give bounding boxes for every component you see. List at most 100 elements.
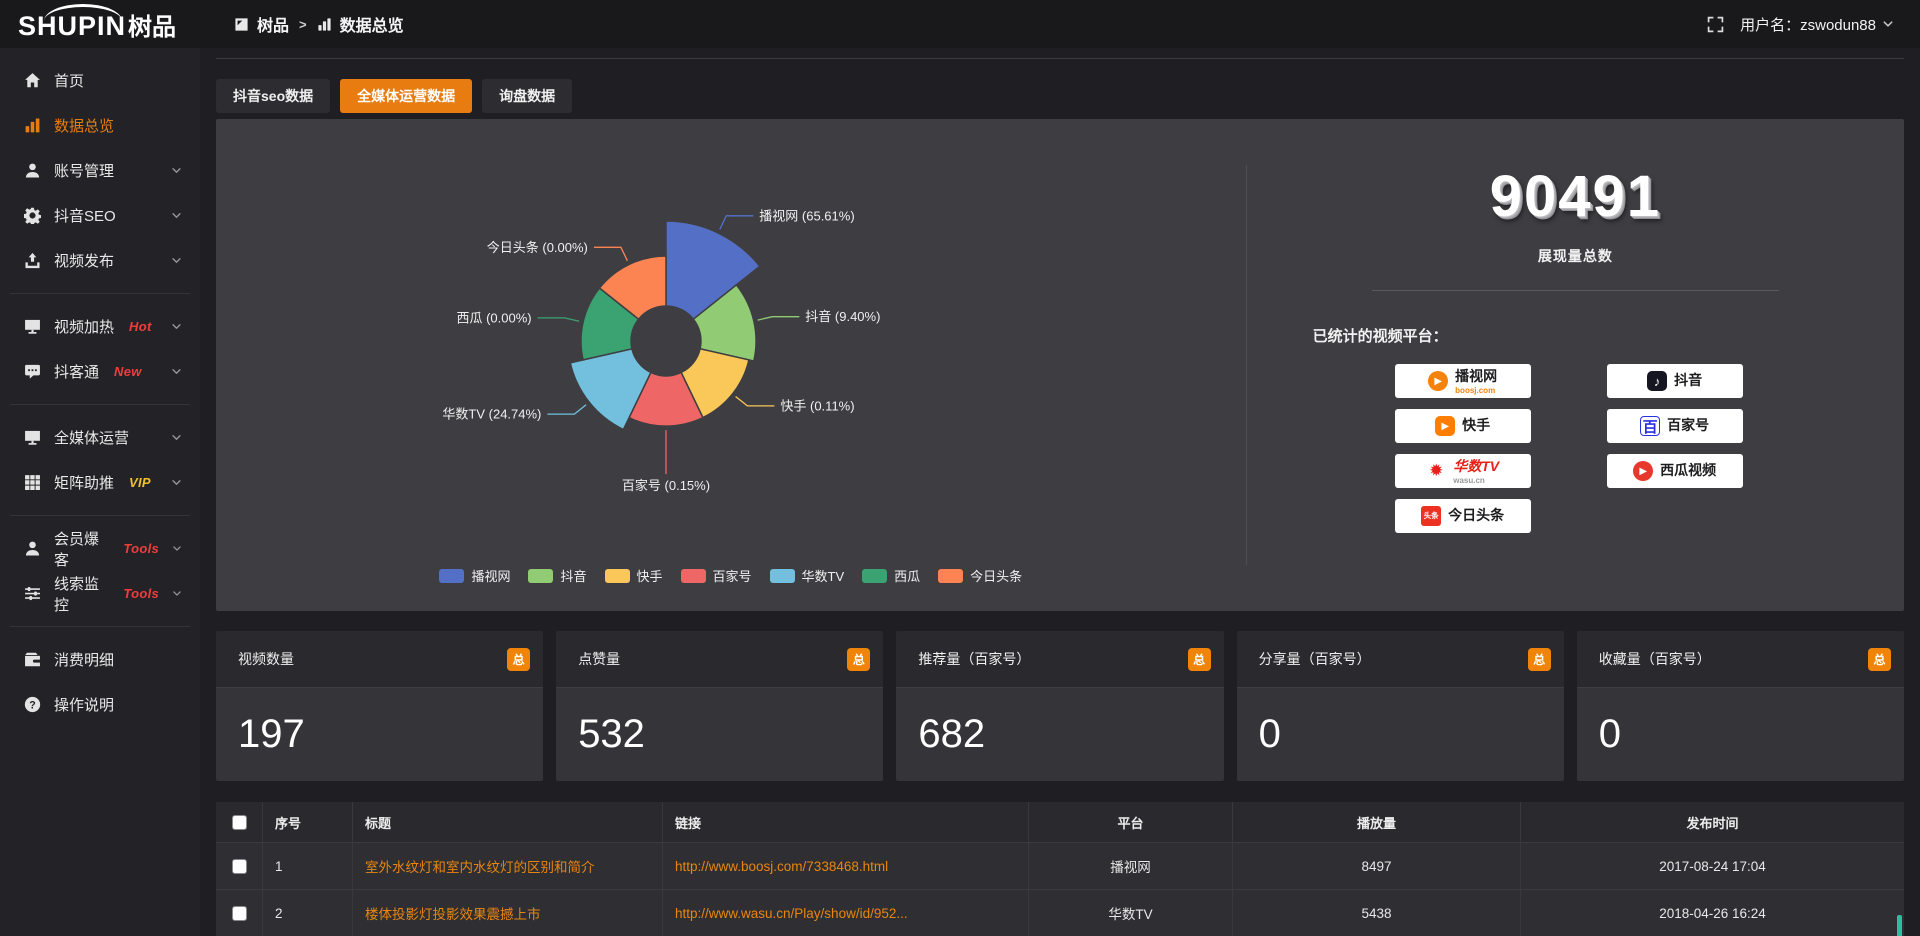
cell-url-link[interactable]: http://www.wasu.cn/Play/show/id/952... bbox=[662, 890, 1028, 936]
sidebar-item-home[interactable]: 首页 bbox=[0, 58, 200, 103]
platform-badge-百家号[interactable]: 百百家号 bbox=[1606, 409, 1743, 443]
scrollbar-thumb[interactable] bbox=[1897, 915, 1902, 936]
pie-label-1: 抖音 (9.40%) bbox=[805, 309, 880, 324]
platform-badge-播视网[interactable]: ▶ 播视网 boosj.com bbox=[1394, 364, 1531, 398]
platform-badge-西瓜视频[interactable]: ▶ 西瓜视频 bbox=[1606, 454, 1743, 488]
cell-plays: 8497 bbox=[1232, 843, 1520, 889]
pie-slice-4[interactable] bbox=[569, 347, 652, 431]
total-badge[interactable]: 总 bbox=[1868, 647, 1891, 671]
select-all-checkbox[interactable] bbox=[231, 814, 247, 830]
col-header-link: 链接 bbox=[662, 802, 1028, 842]
row-checkbox[interactable] bbox=[231, 858, 247, 874]
stat-card-value: 682 bbox=[896, 688, 1224, 781]
sidebar-item-consume-detail[interactable]: 消费明细 bbox=[0, 637, 200, 682]
app-logo[interactable]: SHUPIN 树品 bbox=[0, 3, 200, 42]
pie-slice-1[interactable] bbox=[692, 283, 757, 362]
legend-label: 百家号 bbox=[712, 569, 752, 584]
cell-plays: 5438 bbox=[1232, 890, 1520, 936]
legend-item-2[interactable]: 抖音 bbox=[528, 566, 587, 585]
select-all-cell bbox=[216, 802, 262, 842]
sidebar-item-label: 矩阵助推 bbox=[54, 475, 115, 492]
pie-label-line-1 bbox=[757, 316, 800, 321]
platform-badge-快手[interactable]: ▶ 快手 bbox=[1394, 409, 1531, 443]
sidebar-item-matrix-boost[interactable]: 矩阵助推 VIP bbox=[0, 460, 200, 505]
col-header-no: 序号 bbox=[262, 802, 352, 842]
fullscreen-icon[interactable] bbox=[1707, 16, 1724, 33]
rose-pie-chart[interactable]: 播视网 (65.61%) 抖音 (9.40%) 快手 (0.11%) 百家号 (0.1… bbox=[326, 133, 1006, 557]
sidebar-item-member-burst[interactable]: 会员爆客 Tools bbox=[0, 526, 200, 571]
tab-2[interactable]: 全媒体运营数据 bbox=[340, 79, 473, 113]
stat-card-label: 视频数量 bbox=[238, 651, 294, 667]
legend-item-6[interactable]: 西瓜 bbox=[862, 566, 920, 585]
stat-card-label: 分享量（百家号） bbox=[1258, 651, 1371, 667]
tab-1[interactable]: 抖音seo数据 bbox=[216, 79, 331, 113]
platform-name: 快手 bbox=[1462, 417, 1491, 433]
legend-item-7[interactable]: 今日头条 bbox=[938, 566, 1022, 585]
toutiao-logo: 头条 bbox=[1421, 506, 1442, 526]
sidebar-item-label: 线索监控 bbox=[54, 575, 100, 614]
total-badge[interactable]: 总 bbox=[507, 647, 531, 671]
sidebar-item-media-ops[interactable]: 全媒体运营 bbox=[0, 415, 200, 460]
row-checkbox[interactable] bbox=[231, 905, 247, 921]
sidebar-item-video-publish[interactable]: 视频发布 bbox=[0, 238, 200, 283]
gear-icon bbox=[24, 207, 41, 224]
cell-platform: 华数TV bbox=[1028, 890, 1232, 936]
xigua-logo: ▶ bbox=[1633, 461, 1654, 481]
impressions-total-value: 90491 bbox=[1489, 164, 1661, 229]
pie-label-4: 华数TV (24.74%) bbox=[442, 407, 541, 422]
tab-3[interactable]: 询盘数据 bbox=[482, 79, 573, 113]
total-badge[interactable]: 总 bbox=[847, 647, 871, 671]
cell-title-link[interactable]: 室外水纹灯和室内水纹灯的区别和简介 bbox=[352, 843, 662, 889]
total-badge[interactable]: 总 bbox=[1527, 647, 1551, 671]
pie-slice-6[interactable] bbox=[598, 255, 667, 321]
legend-swatch bbox=[680, 568, 706, 583]
sidebar-item-account-manage[interactable]: 账号管理 bbox=[0, 148, 200, 193]
pie-label-2: 快手 (0.11%) bbox=[780, 398, 854, 413]
sidebar-item-douyin-seo[interactable]: 抖音SEO bbox=[0, 193, 200, 238]
sidebar-divider bbox=[10, 626, 190, 627]
sidebar-item-video-heat[interactable]: 视频加热 Hot bbox=[0, 304, 200, 349]
help-icon: ? bbox=[24, 696, 41, 713]
stat-card-label: 点赞量 bbox=[578, 651, 621, 667]
header-divider bbox=[216, 58, 1904, 59]
sidebar-item-douketong[interactable]: 抖客通 New bbox=[0, 349, 200, 394]
overview-panel: 播视网 (65.61%) 抖音 (9.40%) 快手 (0.11%) 百家号 (0.1… bbox=[216, 119, 1904, 611]
display-icon bbox=[24, 318, 41, 335]
user-menu[interactable]: 用户名：zswodun88 bbox=[1740, 14, 1894, 35]
sidebar-item-badge: Tools bbox=[123, 586, 160, 601]
sidebar-item-data-overview[interactable]: 数据总览 bbox=[0, 103, 200, 148]
legend-swatch bbox=[439, 568, 465, 583]
sidebar-item-label: 消费明细 bbox=[54, 652, 115, 669]
legend-item-3[interactable]: 快手 bbox=[604, 566, 663, 585]
stat-card-2: 点赞量 总 532 bbox=[556, 631, 884, 781]
platform-badge-今日头条[interactable]: 头条 今日头条 bbox=[1394, 499, 1531, 533]
chevron-down-icon bbox=[171, 477, 182, 488]
top-header: SHUPIN 树品 树品 > 数据总览 用户名：zswodun88 bbox=[0, 0, 1920, 48]
chat-icon bbox=[24, 363, 41, 380]
legend-item-5[interactable]: 华数TV bbox=[769, 566, 844, 585]
cell-url-link[interactable]: http://www.boosj.com/7338468.html bbox=[662, 843, 1028, 889]
impressions-summary: 90491 展现量总数 已统计的视频平台： ▶ 播视网 boosj.com ♪ 抖音 ▶ 快… bbox=[1247, 119, 1904, 611]
platform-badge-华数TV[interactable]: ✹ 华数TV wasu.cn bbox=[1394, 454, 1531, 488]
breadcrumb-current[interactable]: 数据总览 bbox=[339, 18, 404, 35]
sidebar-item-badge: Tools bbox=[123, 541, 160, 556]
legend-item-4[interactable]: 百家号 bbox=[680, 566, 752, 585]
sidebar-divider bbox=[10, 293, 190, 294]
stat-card-head: 收藏量（百家号） 总 bbox=[1576, 631, 1904, 688]
total-badge[interactable]: 总 bbox=[1187, 647, 1211, 671]
sidebar-item-help[interactable]: ? 操作说明 bbox=[0, 682, 200, 727]
cell-title-link[interactable]: 楼体投影灯投影效果震撼上市 bbox=[352, 890, 662, 936]
stat-card-head: 视频数量 总 bbox=[216, 631, 544, 688]
stat-card-label: 收藏量（百家号） bbox=[1598, 651, 1711, 667]
pie-label-5: 西瓜 (0.00%) bbox=[456, 310, 531, 325]
legend-item-1[interactable]: 播视网 bbox=[439, 566, 510, 585]
table-row: 1 室外水纹灯和室内水纹灯的区别和简介 http://www.boosj.com/7… bbox=[216, 842, 1904, 889]
pie-slice-0[interactable] bbox=[665, 220, 761, 321]
app-logo-suffix: 树品 bbox=[128, 13, 177, 41]
breadcrumb-root[interactable]: 树品 bbox=[257, 18, 290, 35]
table-header-row: 序号 标题 链接 平台 播放量 发布时间 bbox=[216, 802, 1904, 842]
platform-badge-抖音[interactable]: ♪ 抖音 bbox=[1606, 364, 1743, 398]
sidebar-item-clue-monitor[interactable]: 线索监控 Tools bbox=[0, 571, 200, 616]
kuaishou-logo: ▶ bbox=[1435, 416, 1456, 436]
legend-label: 播视网 bbox=[471, 569, 511, 584]
